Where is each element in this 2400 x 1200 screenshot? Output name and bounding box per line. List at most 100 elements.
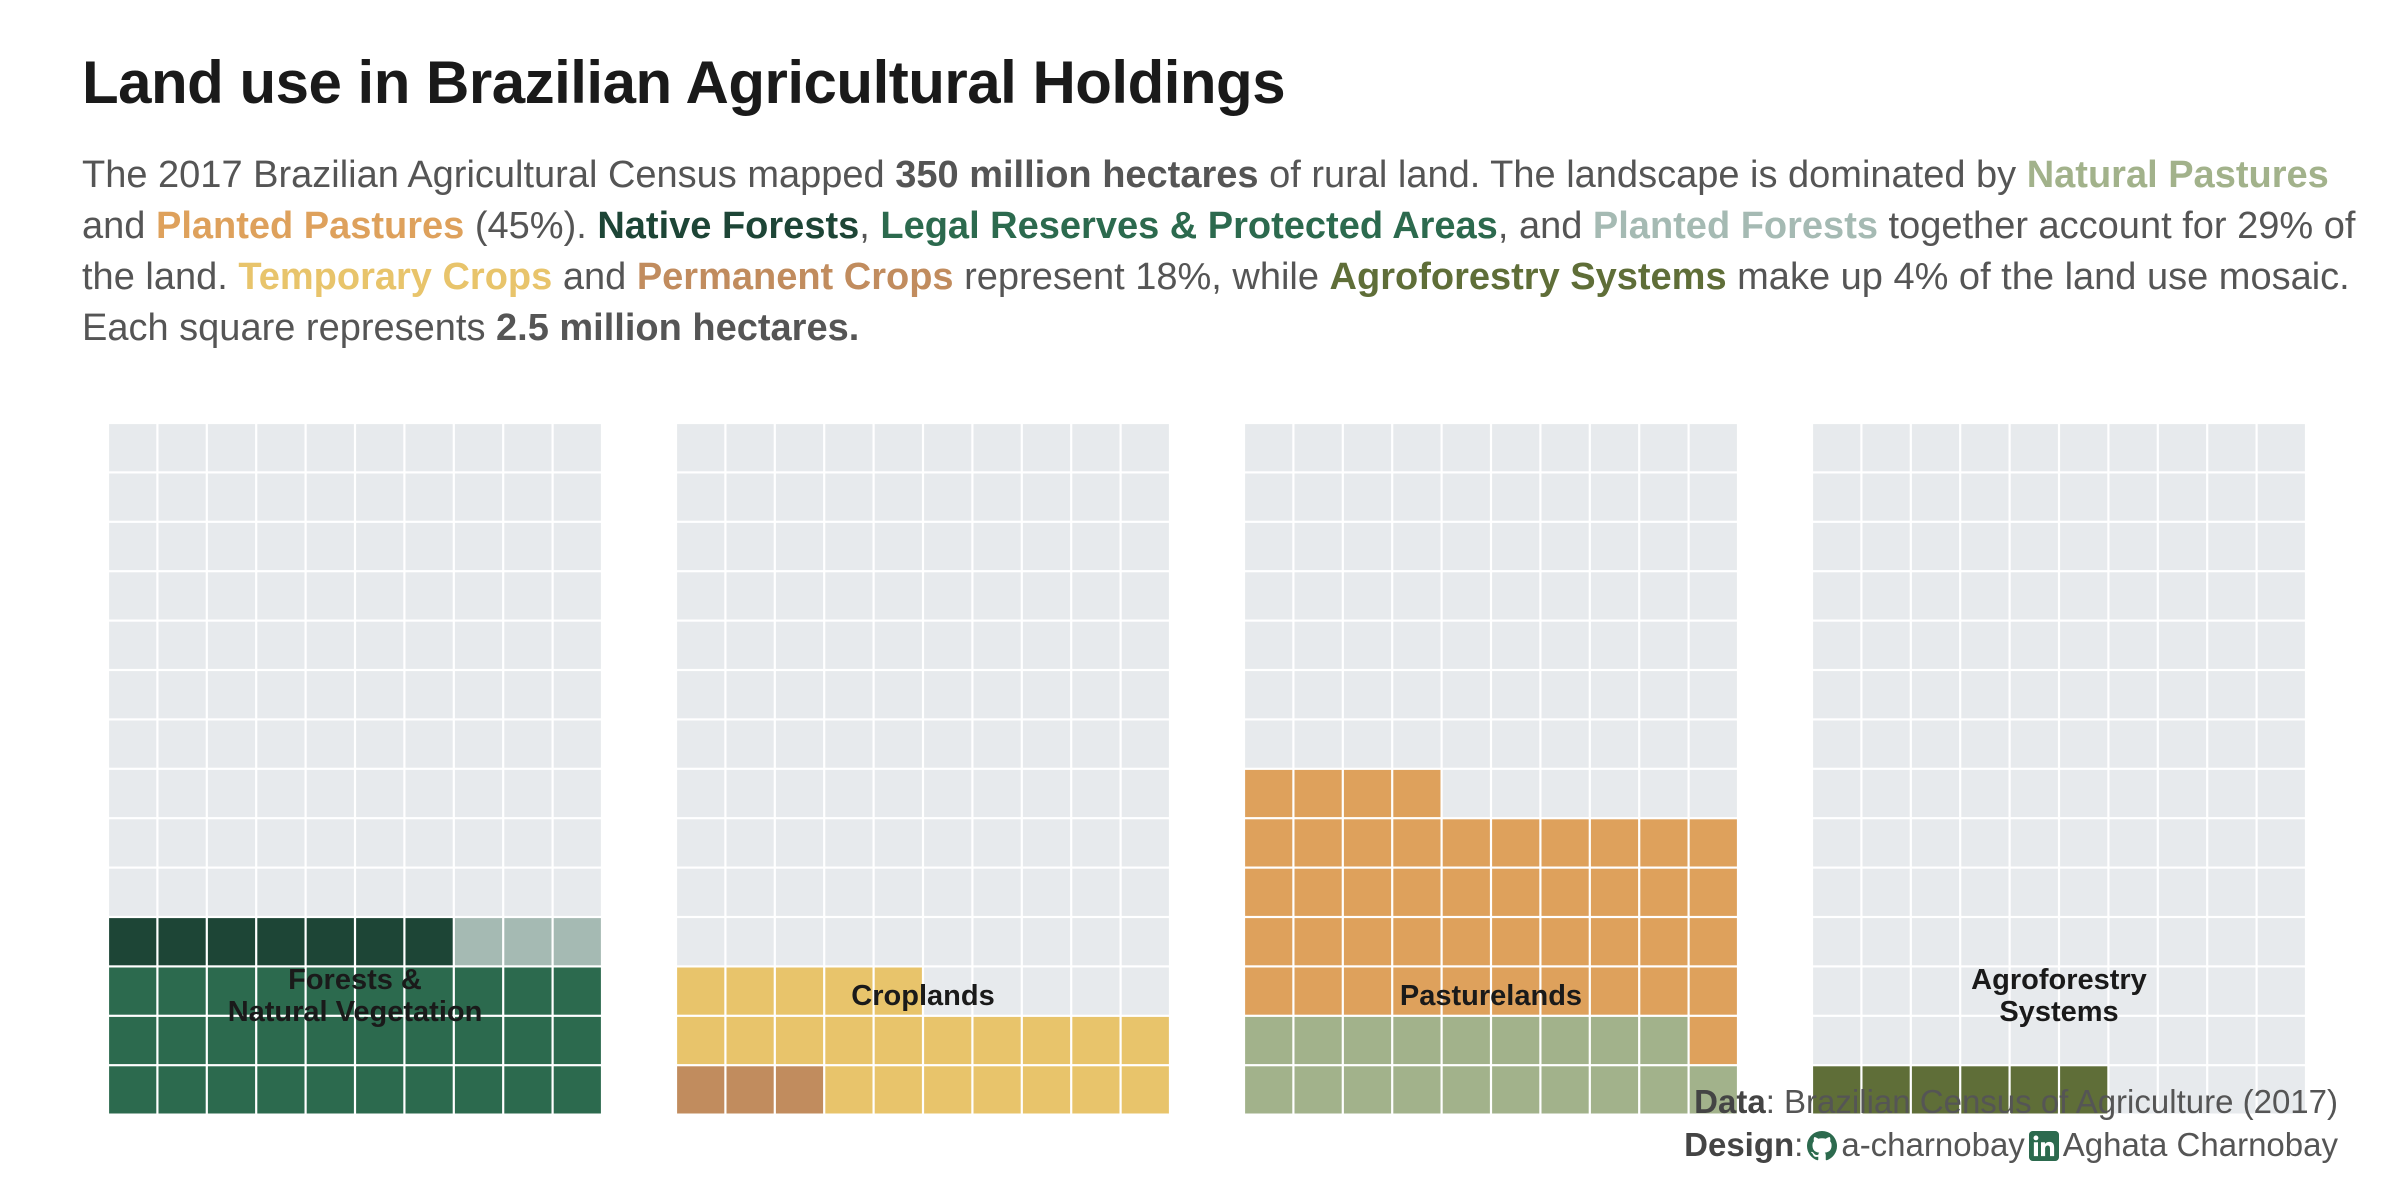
waffle-square-empty bbox=[553, 424, 601, 472]
waffle-square-empty bbox=[2158, 473, 2207, 521]
waffle-square-empty bbox=[1442, 424, 1490, 472]
waffle-square-planted-pastures bbox=[1590, 819, 1639, 867]
waffle-square-planted-pastures bbox=[1541, 967, 1589, 1015]
waffle-square-empty bbox=[2010, 671, 2058, 719]
waffle-square-empty bbox=[1961, 424, 2009, 472]
legend-planted-pastures: Planted Pastures bbox=[155, 205, 465, 247]
waffle-square-empty bbox=[2208, 769, 2256, 818]
waffle-square-planted-pastures bbox=[1245, 967, 1293, 1015]
waffle-square-empty bbox=[2158, 918, 2207, 966]
waffle-square-empty bbox=[454, 424, 503, 472]
waffle-square-empty bbox=[2208, 967, 2256, 1015]
waffle-square-empty bbox=[1961, 1016, 2009, 1065]
waffle-square-empty bbox=[924, 720, 972, 768]
waffle-square-permanent-crops bbox=[677, 1066, 725, 1114]
waffle-square-empty bbox=[1911, 720, 1960, 768]
waffle-square-native-forests bbox=[356, 918, 404, 966]
waffle-square-empty bbox=[1294, 621, 1342, 669]
waffle-square-empty bbox=[2060, 424, 2108, 472]
waffle-square-planted-pastures bbox=[1689, 967, 1737, 1015]
waffle-square-empty bbox=[2109, 621, 2157, 669]
waffle-square-empty bbox=[1121, 769, 1169, 818]
waffle-square-empty bbox=[1121, 473, 1169, 521]
waffle-square-empty bbox=[454, 522, 503, 571]
waffle-square-natural-pastures bbox=[1590, 1016, 1639, 1065]
waffle-square-empty bbox=[1640, 522, 1688, 571]
waffle-square-empty bbox=[775, 671, 824, 719]
legend-native-forests: Native Forests bbox=[597, 205, 860, 247]
waffle-square-empty bbox=[1245, 671, 1293, 719]
waffle-square-empty bbox=[1541, 572, 1589, 620]
waffle-square-empty bbox=[1541, 769, 1589, 818]
waffle-label-4: Agroforestry Systems bbox=[1971, 964, 2147, 1028]
waffle-square-natural-pastures bbox=[1393, 1016, 1441, 1065]
waffle-square-empty bbox=[1689, 671, 1737, 719]
linkedin-icon bbox=[2028, 1128, 2059, 1171]
waffle-square-empty bbox=[1862, 720, 1910, 768]
waffle-square-empty bbox=[1022, 918, 1071, 966]
waffle-square-empty bbox=[726, 720, 774, 768]
waffle-square-empty bbox=[1022, 424, 1071, 472]
waffle-square-empty bbox=[2060, 967, 2108, 1015]
waffle-square-empty bbox=[1541, 720, 1589, 768]
waffle-square-empty bbox=[2158, 572, 2207, 620]
waffle-square-empty bbox=[1813, 621, 1861, 669]
waffle-square-temporary-crops bbox=[874, 1066, 922, 1114]
waffle-square-empty bbox=[356, 522, 404, 571]
waffle-square-empty bbox=[1072, 522, 1120, 571]
waffle-square-temporary-crops bbox=[1072, 1016, 1120, 1065]
waffle-square-empty bbox=[1813, 671, 1861, 719]
waffle-square-empty bbox=[1813, 720, 1861, 768]
waffle-square-empty bbox=[1442, 769, 1490, 818]
waffle-square-legal-reserves bbox=[553, 967, 601, 1015]
waffle-square-empty bbox=[2208, 1066, 2256, 1114]
waffle-square-empty bbox=[158, 720, 206, 768]
waffle-square-empty bbox=[1072, 868, 1120, 916]
waffle-square-empty bbox=[1393, 424, 1441, 472]
waffle-square-empty bbox=[1492, 522, 1540, 571]
waffle-square-empty bbox=[924, 473, 972, 521]
waffle-square-empty bbox=[775, 819, 824, 867]
waffle-square-empty bbox=[677, 868, 725, 916]
waffle-square-empty bbox=[1072, 819, 1120, 867]
waffle-square-empty bbox=[924, 967, 972, 1015]
waffle-square-empty bbox=[109, 522, 157, 571]
waffle-square-empty bbox=[2257, 720, 2305, 768]
waffle-square-empty bbox=[1911, 522, 1960, 571]
waffle-square-empty bbox=[1862, 671, 1910, 719]
waffle-square-empty bbox=[1961, 522, 2009, 571]
waffle-square-empty bbox=[1022, 720, 1071, 768]
waffle-square-empty bbox=[504, 671, 552, 719]
waffle-square-empty bbox=[356, 621, 404, 669]
waffle-square-native-forests bbox=[109, 918, 157, 966]
subtitle-text: and bbox=[552, 256, 637, 298]
waffle-square-planted-pastures bbox=[1640, 967, 1688, 1015]
waffle-square-empty bbox=[1640, 671, 1688, 719]
waffle-square-empty bbox=[2010, 572, 2058, 620]
waffle-square-empty bbox=[1689, 720, 1737, 768]
waffle-square-empty bbox=[207, 522, 256, 571]
waffle-square-empty bbox=[924, 424, 972, 472]
waffle-square-empty bbox=[1689, 572, 1737, 620]
waffle-square-empty bbox=[504, 819, 552, 867]
waffle-square-empty bbox=[2208, 918, 2256, 966]
waffle-square-empty bbox=[1590, 522, 1639, 571]
waffle-square-empty bbox=[356, 868, 404, 916]
waffle-square-empty bbox=[825, 819, 873, 867]
waffle-square-empty bbox=[1121, 522, 1169, 571]
waffle-square-empty bbox=[1245, 424, 1293, 472]
waffle-square-agroforestry bbox=[1813, 1066, 1861, 1114]
waffle-square-empty bbox=[2158, 1066, 2207, 1114]
waffle-square-natural-pastures bbox=[1442, 1016, 1490, 1065]
waffle-square-empty bbox=[306, 621, 354, 669]
waffle-square-empty bbox=[1121, 819, 1169, 867]
waffle-square-empty bbox=[1343, 671, 1392, 719]
waffle-square-empty bbox=[306, 424, 354, 472]
waffle-square-empty bbox=[1640, 572, 1688, 620]
waffle-square-empty bbox=[553, 819, 601, 867]
waffle-square-empty bbox=[356, 671, 404, 719]
waffle-square-empty bbox=[874, 720, 922, 768]
waffle-square-legal-reserves bbox=[504, 1016, 552, 1065]
waffle-square-empty bbox=[973, 868, 1021, 916]
